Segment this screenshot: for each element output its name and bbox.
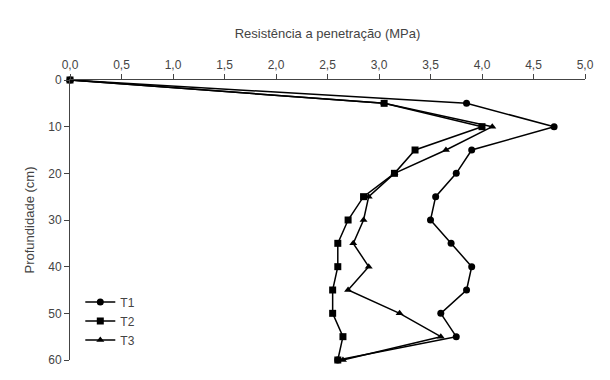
svg-text:50: 50 xyxy=(48,307,62,321)
svg-text:Profundidade (cm): Profundidade (cm) xyxy=(22,167,37,274)
svg-text:Resistência a penetração (MPa): Resistência a penetração (MPa) xyxy=(235,26,421,41)
svg-text:30: 30 xyxy=(48,213,62,227)
svg-text:4,5: 4,5 xyxy=(525,58,542,72)
svg-text:T2: T2 xyxy=(120,315,134,329)
svg-text:3,5: 3,5 xyxy=(422,58,439,72)
svg-text:2,0: 2,0 xyxy=(268,58,285,72)
svg-text:5,0: 5,0 xyxy=(577,58,594,72)
svg-text:4,0: 4,0 xyxy=(474,58,491,72)
svg-text:2,5: 2,5 xyxy=(319,58,336,72)
svg-text:0,0: 0,0 xyxy=(62,58,79,72)
svg-text:T1: T1 xyxy=(120,296,134,310)
svg-text:3,0: 3,0 xyxy=(371,58,388,72)
svg-text:1,0: 1,0 xyxy=(165,58,182,72)
svg-text:60: 60 xyxy=(48,353,62,367)
svg-text:40: 40 xyxy=(48,260,62,274)
svg-text:0,5: 0,5 xyxy=(113,58,130,72)
svg-text:1,5: 1,5 xyxy=(216,58,233,72)
svg-text:10: 10 xyxy=(48,120,62,134)
svg-text:20: 20 xyxy=(48,167,62,181)
svg-text:0: 0 xyxy=(55,73,62,87)
svg-text:T3: T3 xyxy=(120,334,134,348)
